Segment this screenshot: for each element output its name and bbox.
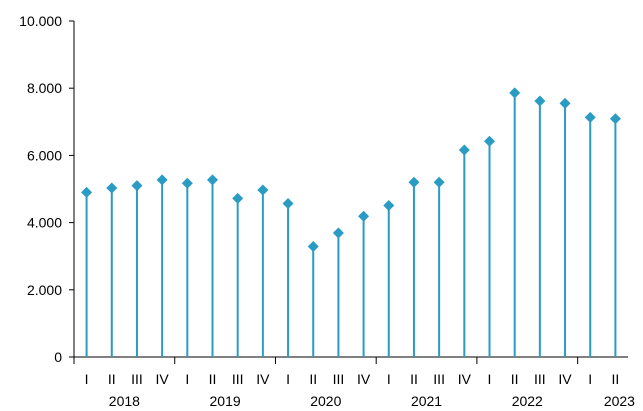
x-tick-label: I [185,371,189,387]
data-point-marker [433,176,445,188]
x-year-label: 2022 [512,393,543,409]
y-axis: 0 2.000 4.000 6.000 8.000 10.000 [19,13,75,365]
x-year-label: 2019 [210,393,241,409]
y-tick-label: 10.000 [19,13,62,29]
x-tick-label: II [511,371,519,387]
y-tick-label: 6.000 [27,147,62,163]
x-tick-label: III [131,371,143,387]
data-point-marker [609,113,621,125]
data-point-marker [584,111,596,123]
x-year-label: 2018 [109,393,140,409]
x-tick-label: I [588,371,592,387]
x-tick-label: II [209,371,217,387]
data-point-marker [181,177,193,189]
x-tick-label: I [286,371,290,387]
data-point-marker [383,199,395,211]
x-year-label: 2021 [411,393,442,409]
x-year-label: 2020 [310,393,341,409]
data-point-marker [81,186,93,198]
y-tick-label: 0 [54,349,62,365]
data-point-marker [509,87,521,99]
x-axis: I II III IV I II III IV I II III IV I II III IV I II III IV… [73,356,635,409]
x-tick-label: I [488,371,492,387]
data-point-marker [559,97,571,109]
x-tick-label: IV [458,371,472,387]
x-tick-label: IV [256,371,270,387]
data-point-marker [408,176,420,188]
x-tick-label: IV [357,371,371,387]
data-point-marker [332,227,344,239]
data-point-marker [458,144,470,156]
x-tick-label: III [232,371,244,387]
x-tick-label: III [433,371,445,387]
data-point-marker [131,180,143,192]
x-tick-label: IV [558,371,572,387]
x-tick-label: I [387,371,391,387]
y-tick-label: 2.000 [27,282,62,298]
data-point-marker [232,192,244,204]
data-marks [81,87,621,357]
x-tick-label: II [410,371,418,387]
x-tick-label: III [333,371,345,387]
y-tick-label: 8.000 [27,80,62,96]
x-tick-label: II [108,371,116,387]
y-tick-label: 4.000 [27,215,62,231]
x-tick-label: IV [156,371,170,387]
x-tick-label: I [85,371,89,387]
data-point-marker [358,210,370,222]
x-tick-label: II [309,371,317,387]
data-point-marker [156,174,168,186]
x-tick-label: II [612,371,620,387]
data-point-marker [484,135,495,147]
x-tick-label: III [534,371,546,387]
data-point-marker [106,182,118,194]
data-point-marker [534,95,546,107]
data-point-marker [282,197,294,209]
x-year-label: 2023 [604,393,635,409]
data-point-marker [207,174,218,186]
data-point-marker [257,184,269,196]
data-point-marker [307,240,319,252]
